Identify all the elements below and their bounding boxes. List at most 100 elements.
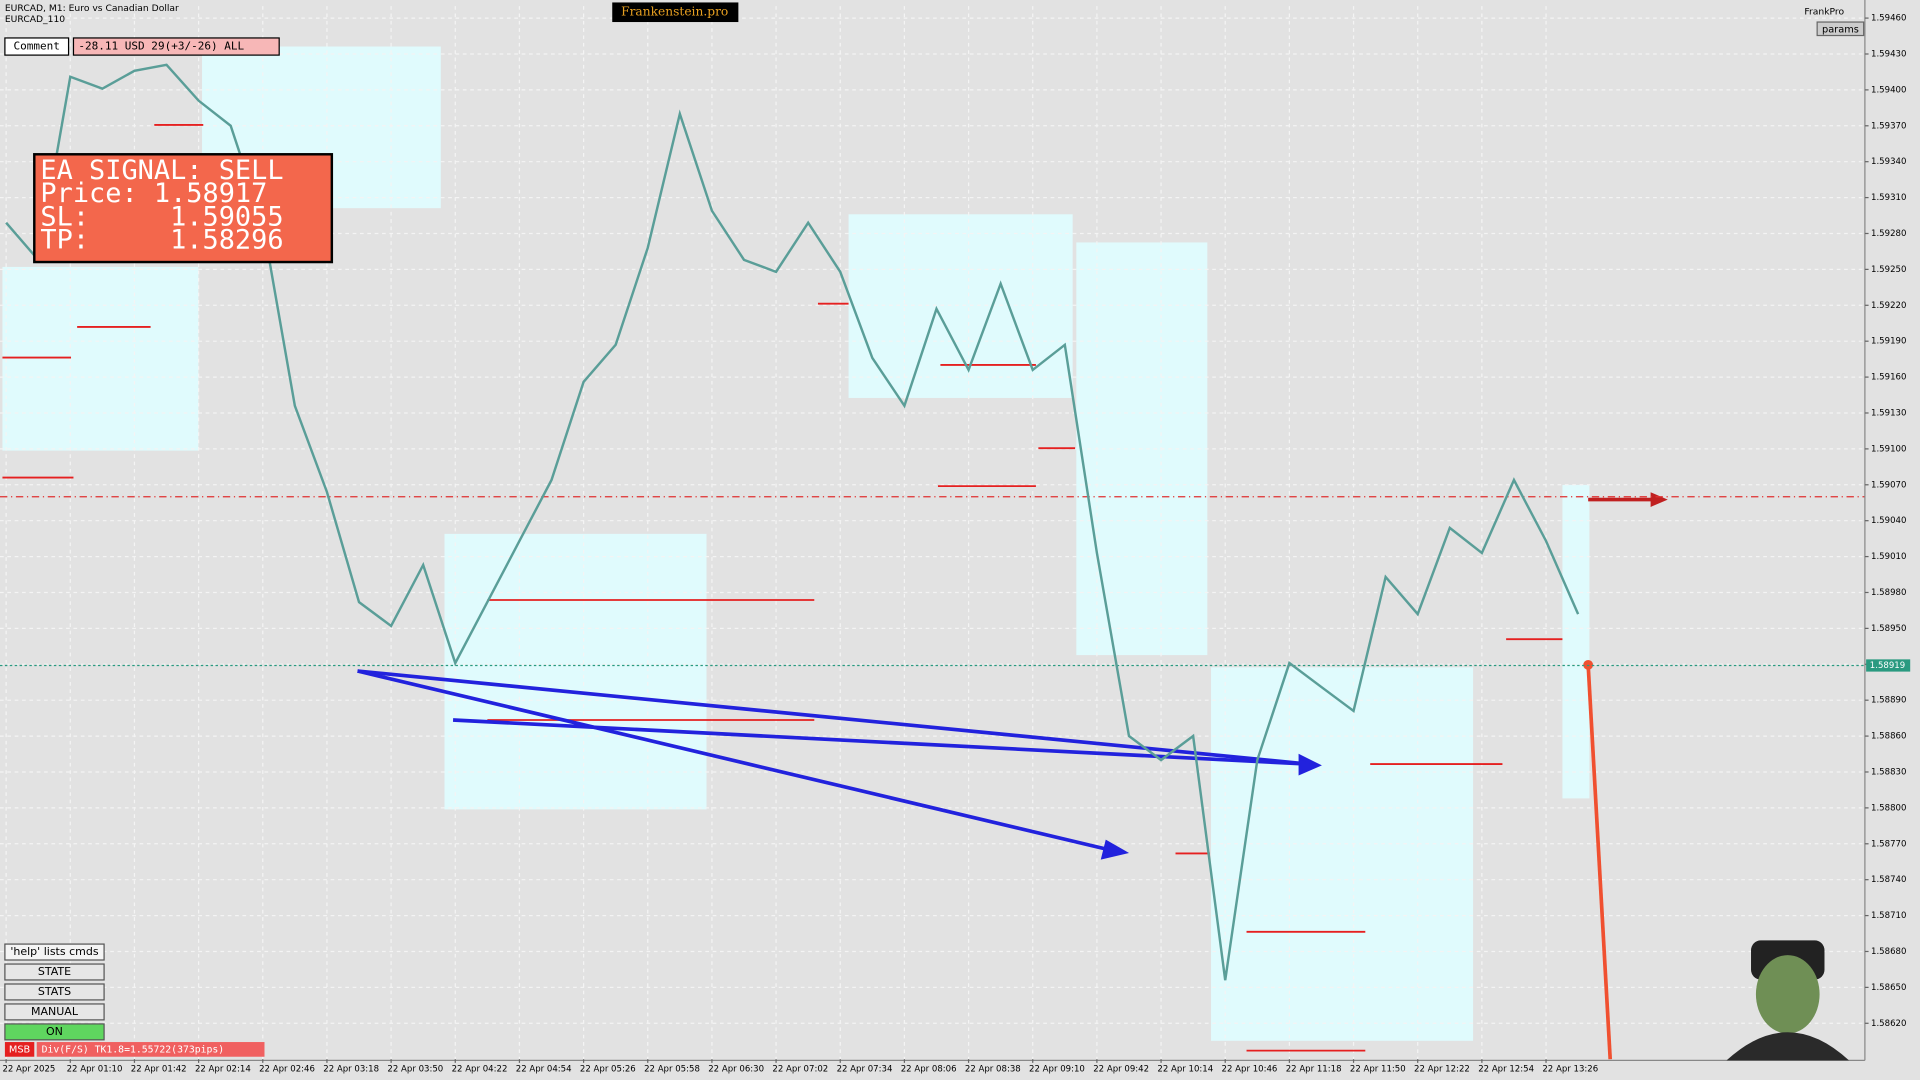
- y-tick-label: 1.59340: [1871, 157, 1906, 167]
- y-tick-label: 1.58740: [1871, 875, 1906, 885]
- x-tick-label: 22 Apr 03:50: [387, 1064, 443, 1074]
- y-tick-label: 1.58830: [1871, 767, 1906, 777]
- symbol: EURCAD, M1: Euro vs Canadian Dollar: [5, 3, 179, 14]
- y-tick-label: 1.59310: [1871, 193, 1906, 203]
- button[interactable]: [4, 1023, 105, 1041]
- x-tick-label: 22 Apr 11:50: [1350, 1064, 1406, 1074]
- y-tick-label: 1.58770: [1871, 839, 1906, 849]
- x-tick-label: 22 Apr 06:30: [708, 1064, 764, 1074]
- button[interactable]: [4, 963, 105, 981]
- button-label[interactable]: STATE: [38, 965, 71, 978]
- current-price-box: [1866, 659, 1911, 672]
- signal-box: [33, 153, 334, 264]
- x-tick-label: 22 Apr 13:26: [1542, 1064, 1598, 1074]
- x-tick-label: 22 Apr 12:54: [1478, 1064, 1534, 1074]
- brand-box: [612, 2, 739, 23]
- x-tick-label: 22 Apr 08:38: [965, 1064, 1021, 1074]
- y-tick-label: 1.58980: [1871, 588, 1906, 598]
- y-tick-label: 1.58650: [1871, 983, 1906, 993]
- zone: [2, 266, 199, 451]
- status-tag-box: [4, 1042, 35, 1057]
- params-button[interactable]: [1816, 21, 1865, 37]
- button-label[interactable]: MANUAL: [31, 1005, 79, 1018]
- y-tick-label: 1.59430: [1871, 49, 1906, 59]
- x-tick-label: 22 Apr 05:26: [580, 1064, 636, 1074]
- avatar-body: [1726, 1032, 1849, 1061]
- projection: [1586, 664, 1613, 1060]
- params[interactable]: params: [1822, 24, 1859, 35]
- x-tick-label: 22 Apr 10:14: [1157, 1064, 1213, 1074]
- avatar-face: [1755, 955, 1820, 1034]
- arrow: [357, 669, 1115, 853]
- status-box: [36, 1042, 265, 1057]
- x-tick-label: 22 Apr 08:06: [901, 1064, 957, 1074]
- x-tick-label: 22 Apr 03:18: [323, 1064, 379, 1074]
- x-tick-label: 22 Apr 09:10: [1029, 1064, 1085, 1074]
- y-tick-label: 1.59160: [1871, 373, 1906, 383]
- x-tick-label: 22 Apr 01:10: [67, 1064, 123, 1074]
- y-tick-label: 1.59190: [1871, 337, 1906, 347]
- y-tick-label: 1.59070: [1871, 480, 1906, 490]
- arrow-head: [1298, 753, 1322, 776]
- y-tick-label: 1.58620: [1871, 1019, 1906, 1029]
- button-label[interactable]: ON: [46, 1025, 63, 1038]
- avatar: [1726, 940, 1849, 1061]
- button[interactable]: [4, 983, 105, 1001]
- y-tick-label: 1.58860: [1871, 732, 1906, 742]
- brand: Frankenstein.pro: [621, 5, 728, 19]
- x-tick-label: 22 Apr 2025: [2, 1064, 55, 1074]
- y-tick-label: 1.59370: [1871, 121, 1906, 131]
- y-tick-label: 1.58800: [1871, 803, 1906, 813]
- status-tag: MSB: [9, 1044, 31, 1055]
- zone: [848, 214, 1073, 398]
- arrow: [357, 669, 1308, 766]
- x-tick-label: 22 Apr 07:02: [772, 1064, 828, 1074]
- signal-line: TP: 1.58296: [40, 225, 283, 256]
- zone: [1211, 667, 1474, 1041]
- y-tick-label: 1.58680: [1871, 947, 1906, 957]
- y-tick-label: 1.58710: [1871, 911, 1906, 921]
- x-tick-label: 22 Apr 11:18: [1286, 1064, 1342, 1074]
- zone: [1562, 484, 1590, 799]
- y-tick-label: 1.59040: [1871, 516, 1906, 526]
- buttons: 'help' lists cmds STATE STATS MANUAL ON: [4, 943, 105, 1041]
- y-tick-label: 1.59100: [1871, 444, 1906, 454]
- x-tick-label: 22 Apr 10:46: [1222, 1064, 1278, 1074]
- zone: [444, 533, 707, 810]
- x-tick-label: 22 Apr 02:14: [195, 1064, 251, 1074]
- corner-label: FrankPro: [1804, 7, 1844, 18]
- x-tick-label: 22 Apr 04:54: [516, 1064, 572, 1074]
- y-tick-label: 1.59220: [1871, 301, 1906, 311]
- button[interactable]: [4, 1003, 105, 1021]
- signal-line: EA SIGNAL: SELL: [40, 155, 283, 186]
- x-tick-label: 22 Apr 09:42: [1093, 1064, 1149, 1074]
- x-tick-label: 22 Apr 05:58: [644, 1064, 700, 1074]
- y-tick-label: 1.59250: [1871, 265, 1906, 275]
- x-tick-label: 22 Apr 04:22: [452, 1064, 508, 1074]
- signal-line: Price: 1.58917: [40, 178, 267, 209]
- y-tick-label: 1.58950: [1871, 624, 1906, 634]
- arrow-head: [1100, 839, 1130, 860]
- y-tick-label: 1.59130: [1871, 408, 1906, 418]
- y-tick-label: 1.59010: [1871, 552, 1906, 562]
- comment-label-box: [4, 37, 70, 56]
- symbol-sub: EURCAD_110: [5, 14, 65, 25]
- levels: [2, 123, 1563, 1052]
- arrow-head: [1650, 492, 1668, 507]
- x-tick-label: 22 Apr 02:46: [259, 1064, 315, 1074]
- current-price-label: 1.58919: [1870, 661, 1905, 671]
- button[interactable]: [4, 943, 105, 961]
- y-tick-label: 1.59400: [1871, 85, 1906, 95]
- y-tick-label: 1.59460: [1871, 14, 1906, 24]
- x-tick-label: 22 Apr 12:22: [1414, 1064, 1470, 1074]
- y-tick-label: 1.58890: [1871, 696, 1906, 706]
- button-label[interactable]: 'help' lists cmds: [10, 945, 99, 958]
- comment-label: Comment: [14, 40, 60, 53]
- x-tick-label: 22 Apr 01:42: [131, 1064, 187, 1074]
- button-label[interactable]: STATS: [38, 985, 71, 998]
- x-tick-label: 22 Apr 07:34: [837, 1064, 893, 1074]
- status-text: Div(F/S) TK1.8=1.55722(373pips): [42, 1044, 225, 1055]
